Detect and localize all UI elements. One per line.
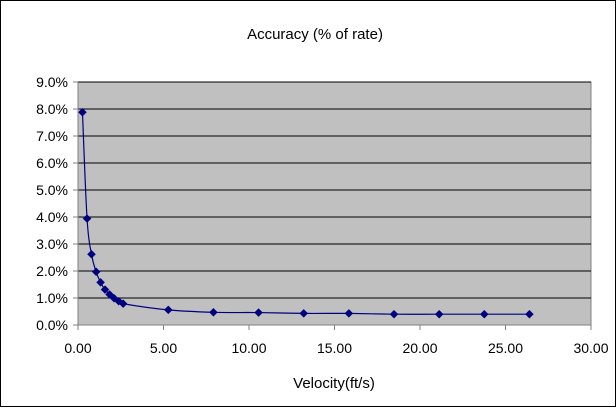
x-tick-label: 25.00 — [488, 340, 523, 356]
x-tick-label: 10.00 — [231, 340, 266, 356]
y-tick-label: 5.0% — [36, 182, 68, 198]
y-tick-label: 9.0% — [36, 74, 68, 90]
x-tick-label: 15.00 — [317, 340, 352, 356]
data-point — [96, 277, 105, 287]
x-tick-label: 0.00 — [64, 340, 91, 356]
data-point — [254, 308, 263, 317]
x-axis-tick-labels: 0.00 5.00 10.00 15.00 20.00 25.00 30.00 — [64, 325, 609, 356]
data-point — [78, 107, 87, 117]
data-point — [434, 309, 444, 319]
y-axis-tick-labels: 0.0% 1.0% 2.0% 3.0% 4.0% 5.0% 6.0% 7.0% 8.0% 9.0% — [36, 74, 78, 333]
data-point — [209, 307, 218, 317]
y-tick-label: 8.0% — [36, 101, 68, 117]
chart-title: Accuracy (% of rate) — [247, 26, 383, 43]
data-point — [100, 285, 110, 294]
plot-area — [77, 81, 592, 326]
data-point — [344, 309, 354, 318]
x-tick-label: 30.00 — [573, 340, 608, 356]
data-point — [118, 299, 128, 309]
data-point — [91, 267, 101, 277]
y-tick-label: 3.0% — [36, 236, 68, 252]
y-tick-label: 0.0% — [36, 317, 68, 333]
y-tick-label: 6.0% — [36, 155, 68, 171]
data-point — [87, 249, 96, 259]
data-point — [299, 309, 309, 318]
y-tick-label: 4.0% — [36, 209, 68, 225]
y-tick-label: 2.0% — [36, 263, 68, 279]
data-point — [163, 305, 173, 315]
data-point — [389, 309, 399, 319]
x-tick-label: 20.00 — [402, 340, 437, 356]
x-tick-label: 5.00 — [150, 340, 177, 356]
y-tick-label: 7.0% — [36, 128, 68, 144]
data-point — [82, 214, 92, 223]
data-series — [78, 107, 534, 319]
data-point — [479, 309, 489, 319]
x-axis-label: Velocity(ft/s) — [293, 375, 375, 392]
data-point — [525, 309, 534, 319]
y-tick-label: 1.0% — [36, 290, 68, 306]
